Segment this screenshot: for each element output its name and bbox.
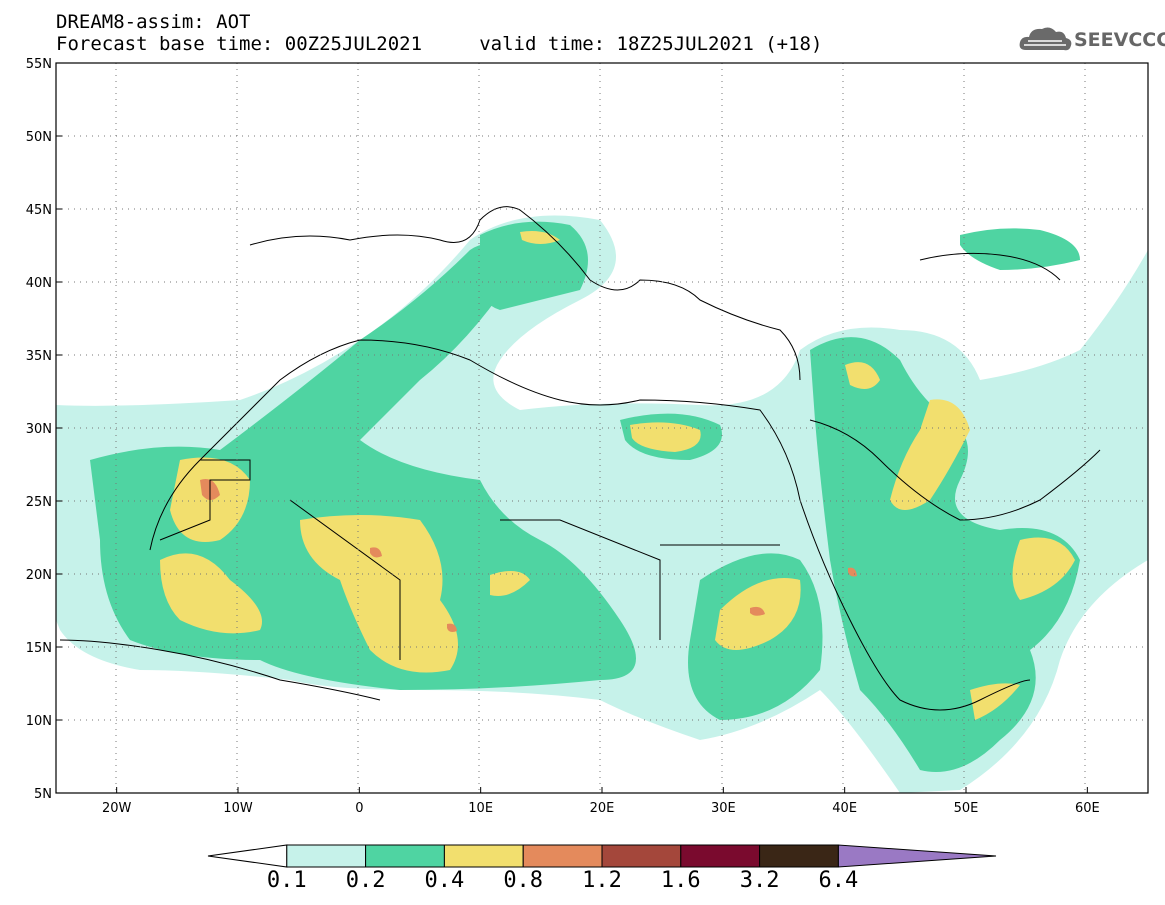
- cloud-icon: [1019, 27, 1072, 51]
- aot-contour-0.4-chad: [490, 571, 530, 596]
- lat-label-25N: 25N: [26, 495, 52, 510]
- colorbar-label: 0.1: [266, 868, 307, 893]
- colorbar-label: 0.8: [503, 868, 544, 893]
- colorbar-label: 6.4: [818, 868, 859, 893]
- lon-label-10W: 10W: [223, 801, 253, 816]
- lon-label-20E: 20E: [590, 801, 615, 816]
- colorbar-segment: [759, 844, 839, 868]
- colorbar-max-arrow: [837, 844, 997, 868]
- lat-label-55N: 55N: [26, 57, 52, 72]
- axis-ticks: [56, 62, 1088, 794]
- graticule: [56, 63, 1148, 793]
- aot-contour-0.4-gulf: [890, 399, 970, 510]
- colorbar-label: 1.6: [660, 868, 701, 893]
- lon-label-10E: 10E: [468, 801, 493, 816]
- colorbar: [207, 844, 997, 868]
- aot-contour-0.4-oman: [1012, 537, 1075, 600]
- colorbar-segment: [443, 844, 524, 868]
- lat-label-20N: 20N: [26, 568, 52, 583]
- colorbar-segment: [286, 844, 367, 868]
- colorbar-segment: [680, 844, 761, 868]
- lat-label-15N: 15N: [26, 641, 52, 656]
- colorbar-label: 0.2: [345, 868, 386, 893]
- lon-label-20W: 20W: [102, 801, 132, 816]
- colorbar-segment: [522, 844, 603, 868]
- lat-label-45N: 45N: [26, 203, 52, 218]
- aot-contour-0.4-mali: [300, 515, 458, 673]
- logo-text: SEEVCCC: [1074, 29, 1165, 51]
- lon-label-30E: 30E: [711, 801, 736, 816]
- lat-label-10N: 10N: [26, 714, 52, 729]
- lon-label-60E: 60E: [1075, 801, 1100, 816]
- colorbar-label: 1.2: [582, 868, 622, 893]
- chart-title: DREAM8-assim: AOT: [56, 11, 251, 33]
- seevccc-logo: SEEVCCC: [1018, 24, 1165, 58]
- colorbar-segment: [601, 844, 682, 868]
- lon-label-40E: 40E: [832, 801, 857, 816]
- colorbar-label: 0.4: [424, 868, 465, 893]
- aot-contour-0.4-adriatic: [520, 231, 560, 244]
- chart-subtitle: Forecast base time: 00Z25JUL2021 valid t…: [56, 33, 823, 55]
- aot-contour-0.4-somalia: [970, 683, 1020, 720]
- colorbar-labels: 0.1 0.2 0.4 0.8 1.2 1.6 3.2 6.4: [0, 868, 1165, 898]
- aot-contour-0.8-c: [750, 606, 765, 616]
- aot-contour-0.4-mauritania: [160, 553, 262, 634]
- longitude-labels: 20W 10W 0 10E 20E 30E 40E 50E 60E: [102, 801, 1100, 816]
- lat-label-5N: 5N: [34, 787, 52, 802]
- lat-label-50N: 50N: [26, 130, 52, 145]
- colorbar-min-arrow: [207, 844, 288, 868]
- aot-contour-0.4-iraq: [845, 362, 880, 389]
- aot-contour-0.8-b: [370, 547, 382, 558]
- lat-label-35N: 35N: [26, 349, 52, 364]
- lon-label-0: 0: [355, 801, 363, 816]
- aot-contour-0.4-egypt: [630, 422, 701, 452]
- coastlines: [59, 206, 1101, 711]
- aot-contour-0.8-d: [447, 623, 457, 632]
- latitude-labels: 55N 50N 45N 40N 35N 30N 25N 20N 15N 10N 5N: [26, 57, 52, 802]
- lat-label-30N: 30N: [26, 422, 52, 437]
- lat-label-40N: 40N: [26, 276, 52, 291]
- aot-contour-0.2-arabia: [810, 337, 1080, 772]
- colorbar-segment: [365, 844, 445, 868]
- colorbar-label: 3.2: [739, 868, 780, 893]
- aot-contour-0.2-caspian: [960, 228, 1080, 270]
- aot-contour-0.2-italy: [477, 221, 588, 310]
- lon-label-50E: 50E: [954, 801, 979, 816]
